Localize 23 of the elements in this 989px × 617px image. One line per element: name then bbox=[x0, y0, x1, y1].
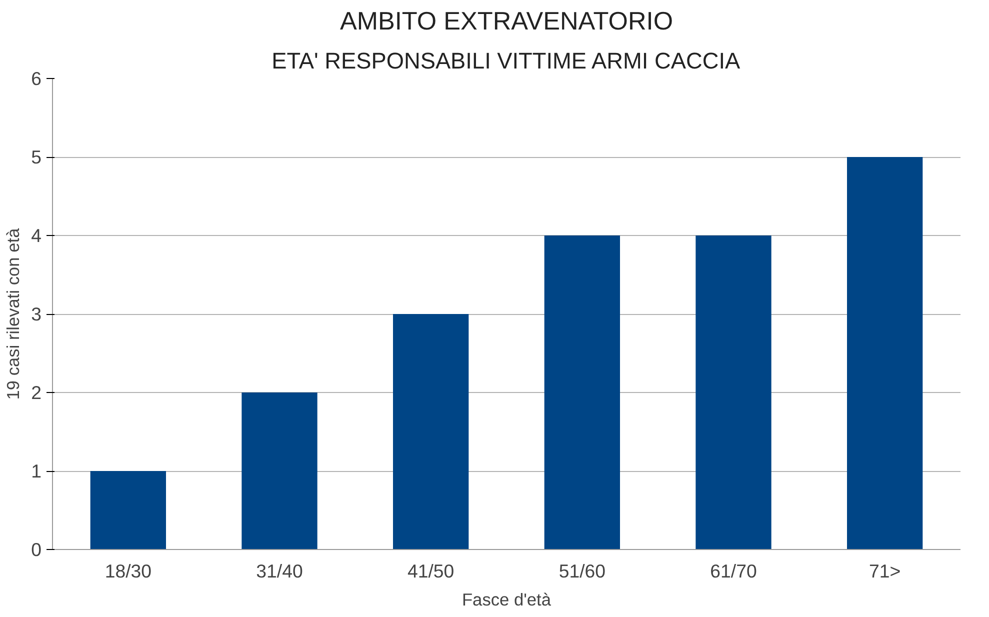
x-tick-label: 41/50 bbox=[407, 560, 454, 582]
bar bbox=[544, 236, 620, 550]
bar bbox=[696, 236, 772, 550]
bar bbox=[242, 392, 318, 550]
x-tick-label: 71> bbox=[869, 560, 901, 582]
y-axis-title: 19 casi rilevati con età bbox=[3, 228, 24, 400]
bar bbox=[90, 471, 166, 550]
y-tick-label: 4 bbox=[31, 225, 42, 246]
bar bbox=[393, 314, 469, 550]
x-tick-label: 51/60 bbox=[558, 560, 606, 582]
y-tick-label: 1 bbox=[31, 460, 42, 482]
x-axis-title: Fasce d'età bbox=[462, 590, 552, 610]
x-tick-label: 18/30 bbox=[104, 560, 152, 582]
chart-title: AMBITO EXTRAVENATORIO bbox=[340, 8, 674, 36]
chart-subtitle: ETA' RESPONSABILI VITTIME ARMI CACCIA bbox=[272, 48, 741, 74]
y-tick-label: 5 bbox=[31, 146, 42, 168]
y-tick-label: 2 bbox=[31, 382, 42, 403]
y-tick-label: 3 bbox=[31, 304, 42, 324]
x-tick-label: 31/40 bbox=[256, 560, 303, 582]
y-tick-label: 6 bbox=[31, 68, 42, 89]
x-tick-label: 61/70 bbox=[710, 560, 757, 582]
bar bbox=[847, 157, 923, 550]
y-tick-label: 0 bbox=[31, 539, 42, 560]
